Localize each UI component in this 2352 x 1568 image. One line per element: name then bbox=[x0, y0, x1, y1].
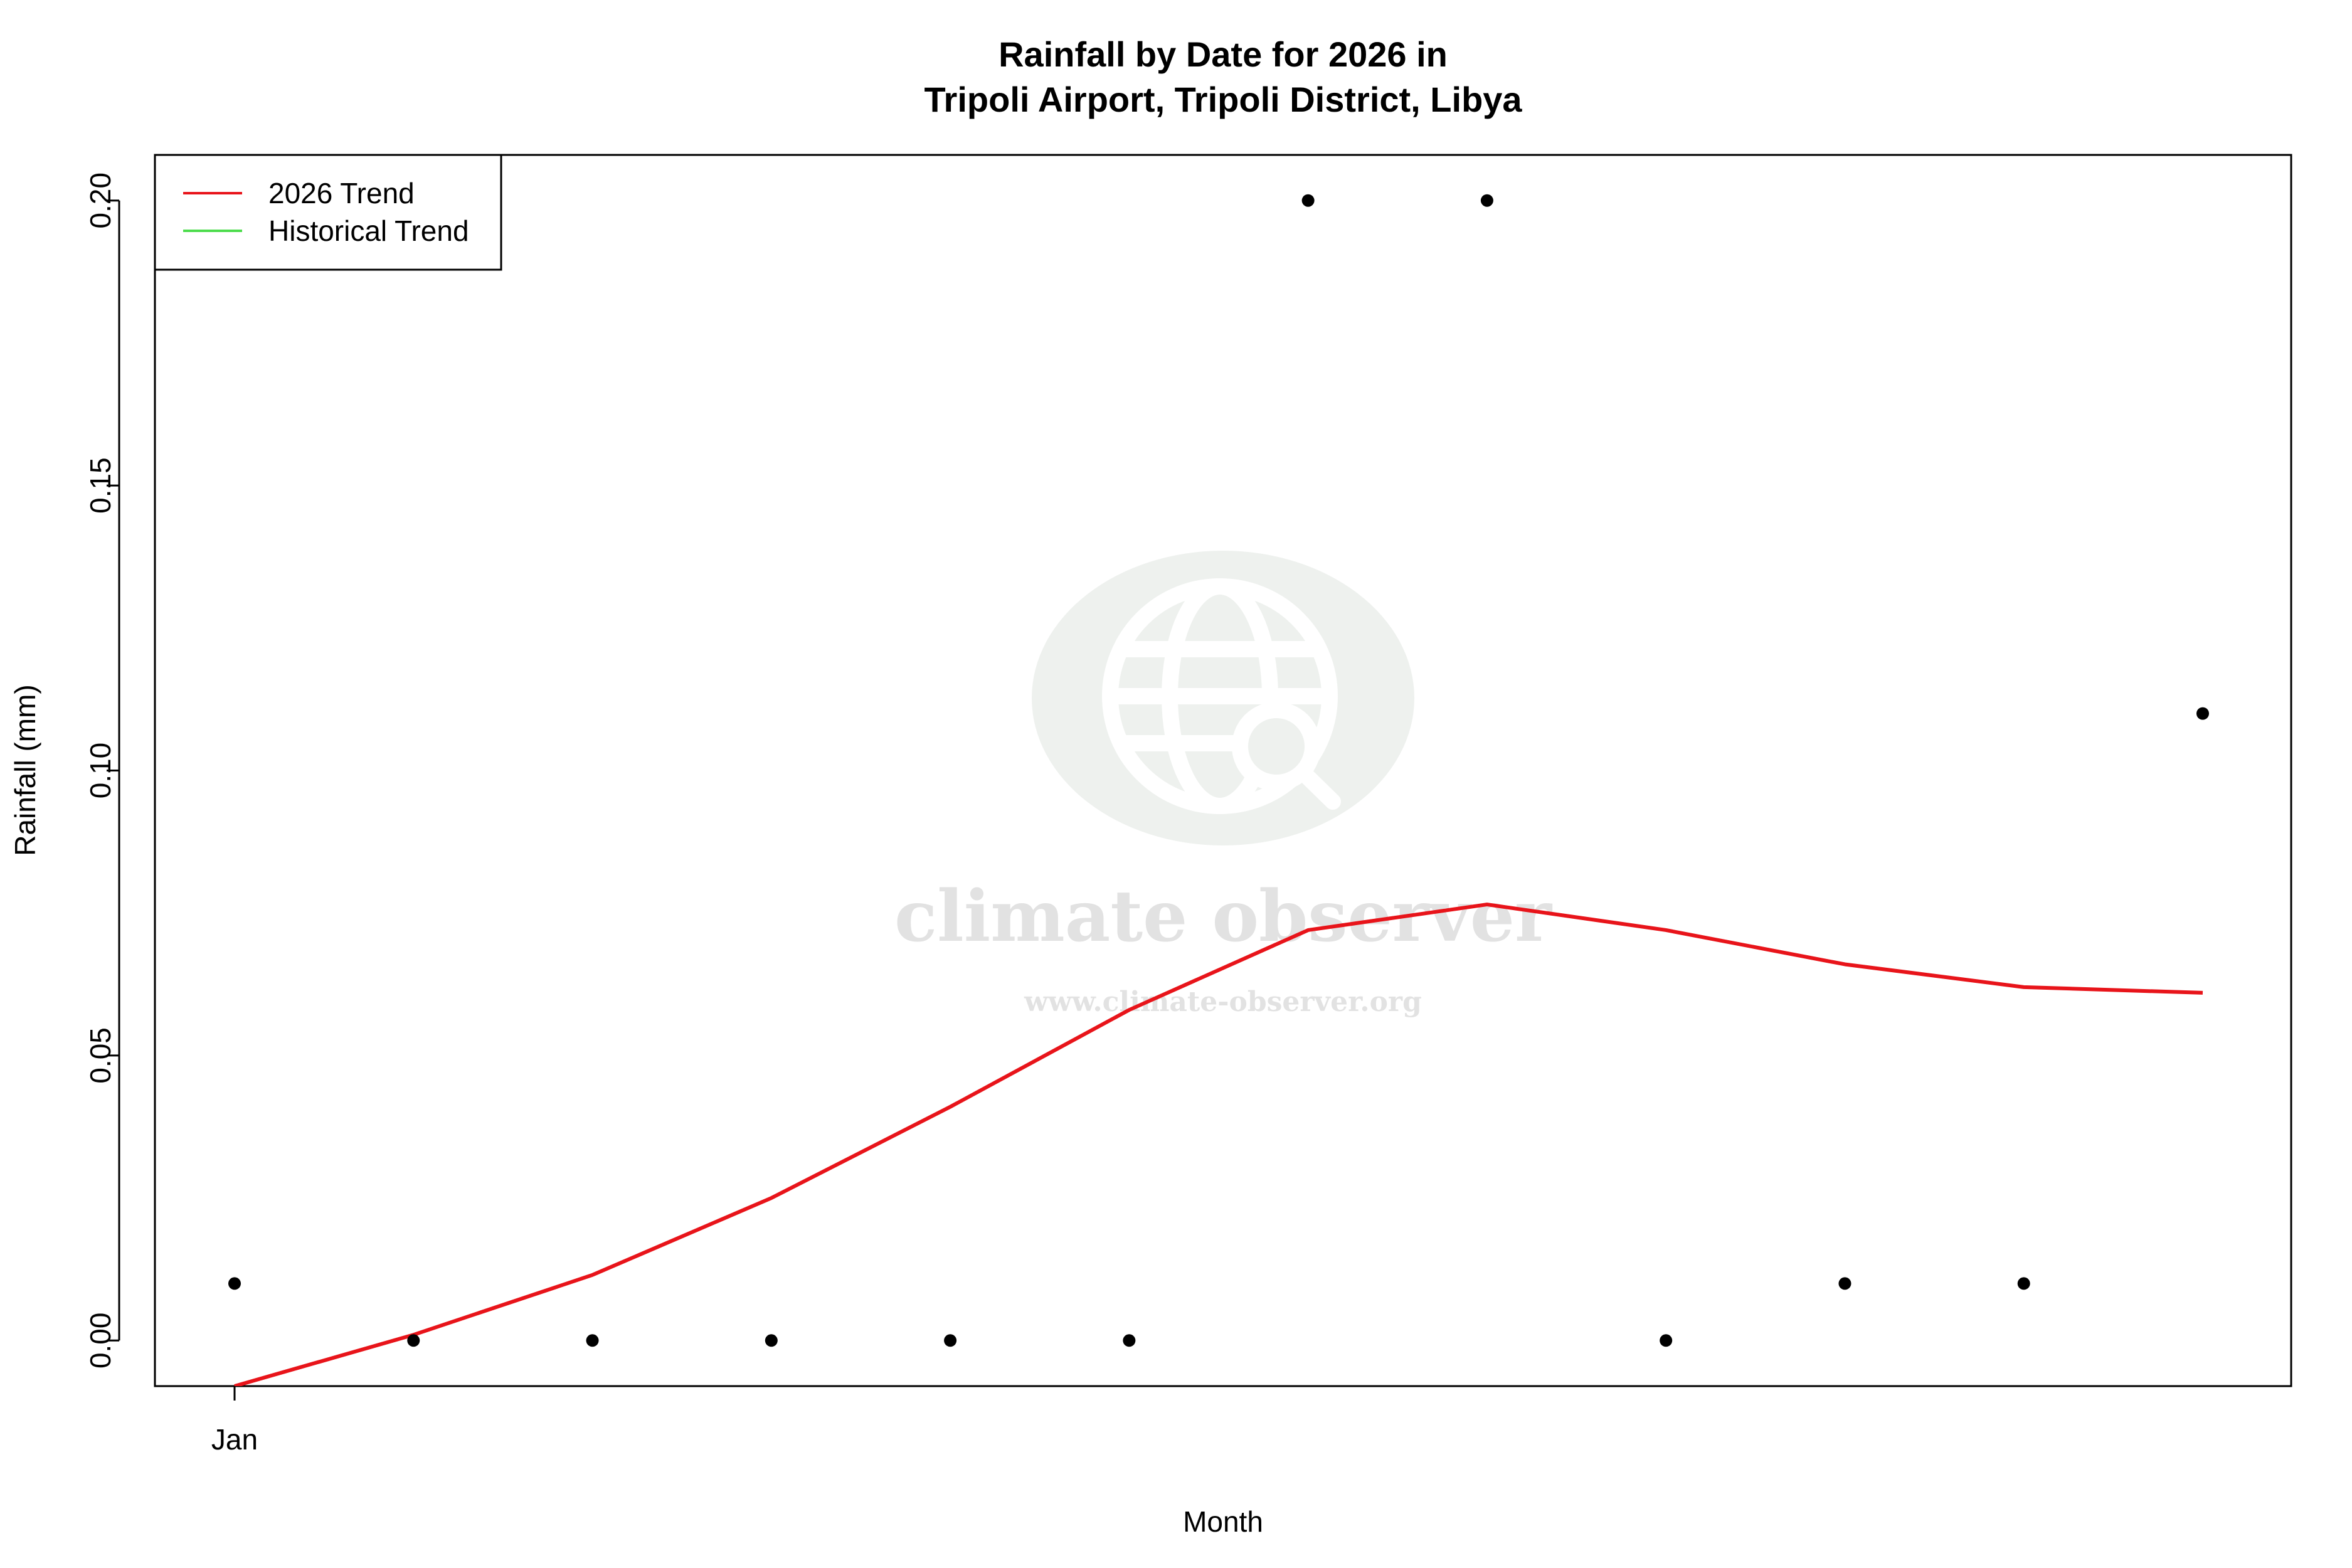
chart-title: Rainfall by Date for 2026 in bbox=[999, 34, 1448, 74]
legend: 2026 Trend Historical Trend bbox=[154, 154, 502, 271]
rainfall-point bbox=[2017, 1277, 2030, 1290]
y-axis: 0.00 0.05 0.10 0.15 0.20 bbox=[84, 172, 120, 1369]
legend-box bbox=[154, 154, 502, 271]
rainfall-point bbox=[765, 1334, 778, 1347]
y-tick-label: 0.00 bbox=[84, 1313, 117, 1369]
x-axis: Jan bbox=[211, 1386, 258, 1456]
rainfall-point bbox=[2196, 707, 2209, 720]
series-layer bbox=[228, 194, 2209, 1386]
x-axis-label: Month bbox=[1183, 1505, 1263, 1538]
rainfall-point bbox=[586, 1334, 599, 1347]
y-axis-label: Rainfall (mm) bbox=[9, 684, 41, 856]
y-tick-label: 0.20 bbox=[84, 172, 117, 229]
y-tick-label: 0.05 bbox=[84, 1027, 117, 1084]
watermark-name: climate observer bbox=[894, 876, 1553, 958]
rainfall-point bbox=[1123, 1334, 1136, 1347]
rainfall-point bbox=[407, 1334, 420, 1347]
globe-search-icon bbox=[1102, 578, 1341, 814]
watermark-url: www.climate-observer.org bbox=[1024, 986, 1422, 1018]
chart-subtitle: Tripoli Airport, Tripoli District, Libya bbox=[924, 80, 1522, 119]
rainfall-point bbox=[944, 1334, 957, 1347]
y-tick-label: 0.15 bbox=[84, 457, 117, 514]
watermark: climate observer www.climate-observer.or… bbox=[894, 551, 1553, 1018]
rainfall-point bbox=[228, 1277, 241, 1290]
rainfall-point bbox=[1480, 194, 1493, 207]
y-tick-label: 0.10 bbox=[84, 743, 117, 799]
rainfall-point bbox=[1660, 1334, 1673, 1347]
legend-label-2026-trend: 2026 Trend bbox=[268, 177, 415, 209]
legend-label-historical-trend: Historical Trend bbox=[268, 215, 469, 247]
x-tick-label: Jan bbox=[211, 1423, 258, 1456]
trend-line-2026-trend bbox=[234, 903, 2203, 1386]
rainfall-point bbox=[1838, 1277, 1851, 1290]
rainfall-point bbox=[1301, 194, 1315, 207]
plot-frame bbox=[154, 154, 2292, 1387]
